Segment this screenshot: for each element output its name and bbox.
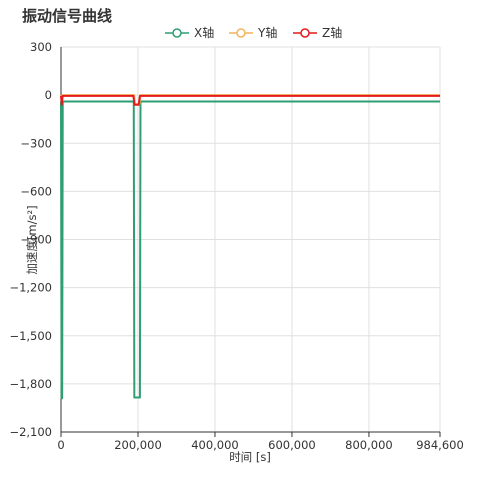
legend-label: Y轴 [257,25,277,40]
axes: 300 0 −300 −600 −900 −1,200 −1,500 −1,800 −2,100… [9,40,463,452]
x-tick-label: 0 [57,438,64,452]
y-tick-label: −1,200 [9,281,52,295]
y-axis-label: 加速度[m/s²] [25,205,39,274]
x-tick-label: 400,000 [191,438,239,452]
legend-swatch-marker [300,28,310,38]
x-tick-label: 984,600 [416,438,464,452]
legend-item[interactable]: X轴 [165,25,214,40]
grid-lines [60,46,441,433]
x-tick-label: 600,000 [268,438,316,452]
legend-label: X轴 [194,25,214,40]
y-tick-label: −1,800 [9,377,52,391]
y-tick-label: −1,500 [9,329,52,343]
legend[interactable]: X轴 Y轴 Z轴 [165,25,342,40]
y-tick-label: −900 [20,233,52,247]
x-tick-label: 800,000 [345,438,393,452]
series-line-X轴 [60,100,440,400]
legend-item[interactable]: Y轴 [229,25,277,40]
x-tick-label: 200,000 [114,438,162,452]
x-axis-label: 时间 [s] [229,450,271,464]
legend-item[interactable]: Z轴 [293,25,342,40]
y-tick-label: 0 [45,88,52,102]
chart-title: 振动信号曲线 [22,7,113,25]
y-tick-label: −300 [20,136,52,150]
y-tick-label: −2,100 [9,425,52,439]
legend-swatch-marker [236,28,246,38]
legend-label: Z轴 [322,25,342,40]
series-lines [60,94,440,400]
y-tick-label: 300 [30,40,52,54]
series-line-Z轴 [60,94,440,106]
y-tick-label: −600 [20,184,52,198]
legend-swatch-marker [172,28,182,38]
